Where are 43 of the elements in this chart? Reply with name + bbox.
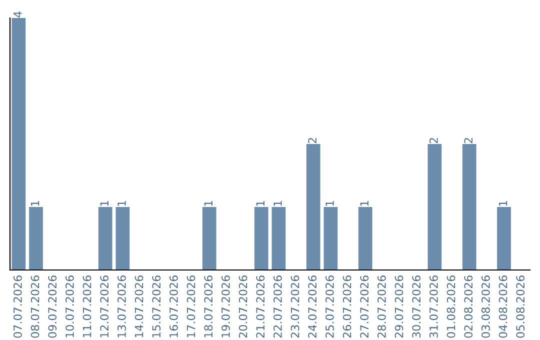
data-label: 1 [204, 200, 212, 206]
x-tick-label: 16.07.2026 [169, 276, 178, 338]
data-label: 1 [30, 200, 40, 206]
x-tick-label: 03.08.2026 [481, 276, 490, 338]
data-label: 2 [464, 138, 472, 144]
x-tick-label: 10.07.2026 [65, 276, 74, 338]
x-tick-label: 25.07.2026 [325, 276, 334, 338]
x-tick-label: 21.07.2026 [256, 276, 265, 338]
x-tick-label: 20.07.2026 [238, 276, 248, 338]
x-tick-label: 30.07.2026 [412, 276, 421, 338]
x-tick-label: 12.07.2026 [100, 276, 109, 338]
x-tick-label: 07.07.2026 [13, 276, 22, 338]
x-tick-label: 09.07.2026 [48, 276, 57, 338]
data-label: 4 [14, 12, 22, 18]
x-tick-label: 19.07.2026 [221, 276, 230, 338]
x-tick-label: 18.07.2026 [204, 276, 213, 338]
data-label: 1 [256, 200, 264, 206]
x-tick-label: 23.07.2026 [290, 276, 300, 338]
x-tick-label: 04.08.2026 [498, 276, 508, 338]
x-tick-label: 29.07.2026 [394, 276, 404, 338]
data-label: 1 [360, 200, 368, 206]
data-label: 1 [274, 200, 282, 206]
data-label: 2 [429, 138, 438, 144]
x-tick-label: 11.07.2026 [82, 276, 92, 338]
data-label: 1 [326, 200, 334, 206]
x-tick-label: 22.07.2026 [273, 276, 282, 338]
x-tick-label: 17.07.2026 [186, 276, 196, 338]
data-label: 1 [100, 200, 108, 206]
data-label: 2 [308, 138, 316, 144]
x-tick-label: 01.08.2026 [446, 276, 456, 338]
x-tick-label: 24.07.2026 [308, 276, 317, 338]
data-label: 1 [118, 200, 126, 206]
x-tick-label: 27.07.2026 [360, 276, 369, 338]
x-tick-label: 15.07.2026 [152, 276, 161, 338]
x-tick-label: 28.07.2026 [377, 276, 386, 338]
x-tick-label: 05.08.2026 [516, 276, 525, 338]
x-tick-label: 02.08.2026 [464, 276, 473, 338]
x-tick-label: 13.07.2026 [117, 276, 126, 338]
x-tick-label: 14.07.2026 [134, 276, 144, 338]
x-tick-label: 26.07.2026 [342, 276, 352, 338]
x-tick-label: 31.07.2026 [429, 276, 438, 338]
data-label: 1 [498, 200, 508, 206]
x-tick-label: 08.07.2026 [30, 276, 40, 338]
